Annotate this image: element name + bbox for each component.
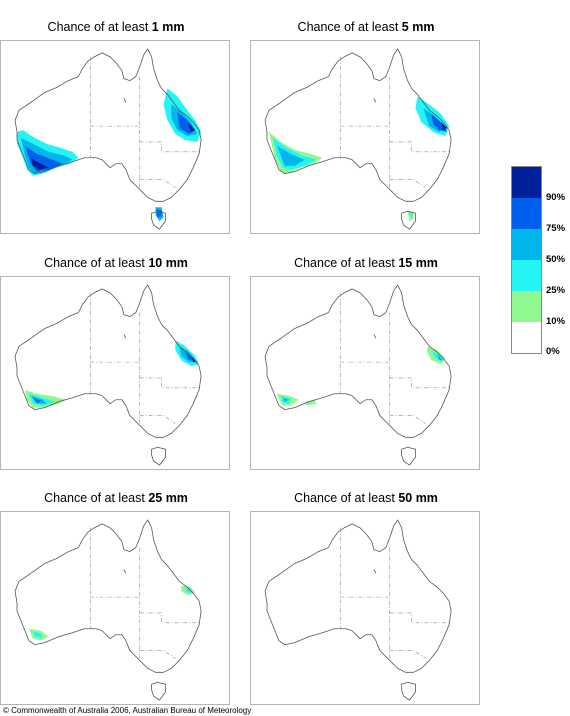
panel-title-10mm: Chance of at least 10 mm: [0, 256, 232, 270]
australia-map-15mm: [264, 284, 452, 466]
title-prefix: Chance of at least: [297, 20, 402, 34]
australia-map-50mm: [264, 519, 452, 701]
rain-area-e-50pct: [437, 354, 444, 361]
rain-area-sw2-10pct: [304, 399, 317, 406]
title-prefix: Chance of at least: [47, 20, 152, 34]
australia-map-10mm: [14, 284, 202, 466]
title-amount: 10 mm: [148, 256, 188, 270]
panel-title-5mm: Chance of at least 5 mm: [250, 20, 482, 34]
legend-swatch-25-50: [512, 260, 541, 292]
legend-swatch-75-90: [512, 198, 541, 230]
panel-title-15mm: Chance of at least 15 mm: [250, 256, 482, 270]
legend-label-0: 0%: [546, 346, 560, 357]
map-10mm: [0, 276, 230, 470]
legend-swatch-50-75: [512, 229, 541, 261]
legend-label-10: 10%: [546, 316, 566, 327]
panel-title-25mm: Chance of at least 25 mm: [0, 491, 232, 505]
map-15mm: [250, 276, 480, 470]
map-5mm: [250, 40, 480, 234]
rain-area-sw-75pct: [32, 397, 41, 403]
map-50mm: [250, 511, 480, 705]
legend-label-25: 25%: [546, 285, 566, 296]
rain-area-e-90pct: [441, 122, 448, 131]
rain-area-sw-90pct: [30, 157, 49, 170]
title-amount: 5 mm: [401, 20, 435, 34]
title-prefix: Chance of at least: [294, 491, 399, 505]
rain-area-tas-50pct: [408, 213, 413, 219]
title-amount: 50 mm: [398, 491, 438, 505]
rain-area-sw-25pct: [32, 630, 43, 638]
australia-map-5mm: [264, 48, 452, 230]
rain-area-e-90pct: [187, 122, 196, 133]
legend-label-90: 90%: [546, 192, 566, 203]
rain-area-e-25pct: [185, 587, 192, 594]
legend-swatch-0-10: [512, 322, 541, 353]
title-amount: 1 mm: [151, 20, 185, 34]
legend-swatch-90-100: [512, 167, 541, 199]
legend-swatch-10-25: [512, 291, 541, 323]
map-25mm: [0, 511, 230, 705]
title-amount: 25 mm: [148, 491, 188, 505]
panel-title-1mm: Chance of at least 1 mm: [0, 20, 232, 34]
rain-area-sw-50pct: [276, 145, 305, 166]
probability-legend: [511, 166, 542, 354]
title-amount: 15 mm: [398, 256, 438, 270]
panel-title-50mm: Chance of at least 50 mm: [250, 491, 482, 505]
title-prefix: Chance of at least: [44, 256, 149, 270]
legend-label-50: 50%: [546, 254, 566, 265]
legend-label-75: 75%: [546, 223, 566, 234]
rain-area-sw-50pct: [30, 395, 47, 404]
australia-map-25mm: [14, 519, 202, 701]
map-1mm: [0, 40, 230, 234]
copyright-credit: © Commonwealth of Australia 2006, Austra…: [3, 706, 252, 715]
title-prefix: Chance of at least: [294, 256, 399, 270]
title-prefix: Chance of at least: [44, 491, 149, 505]
australia-map-1mm: [14, 48, 202, 230]
